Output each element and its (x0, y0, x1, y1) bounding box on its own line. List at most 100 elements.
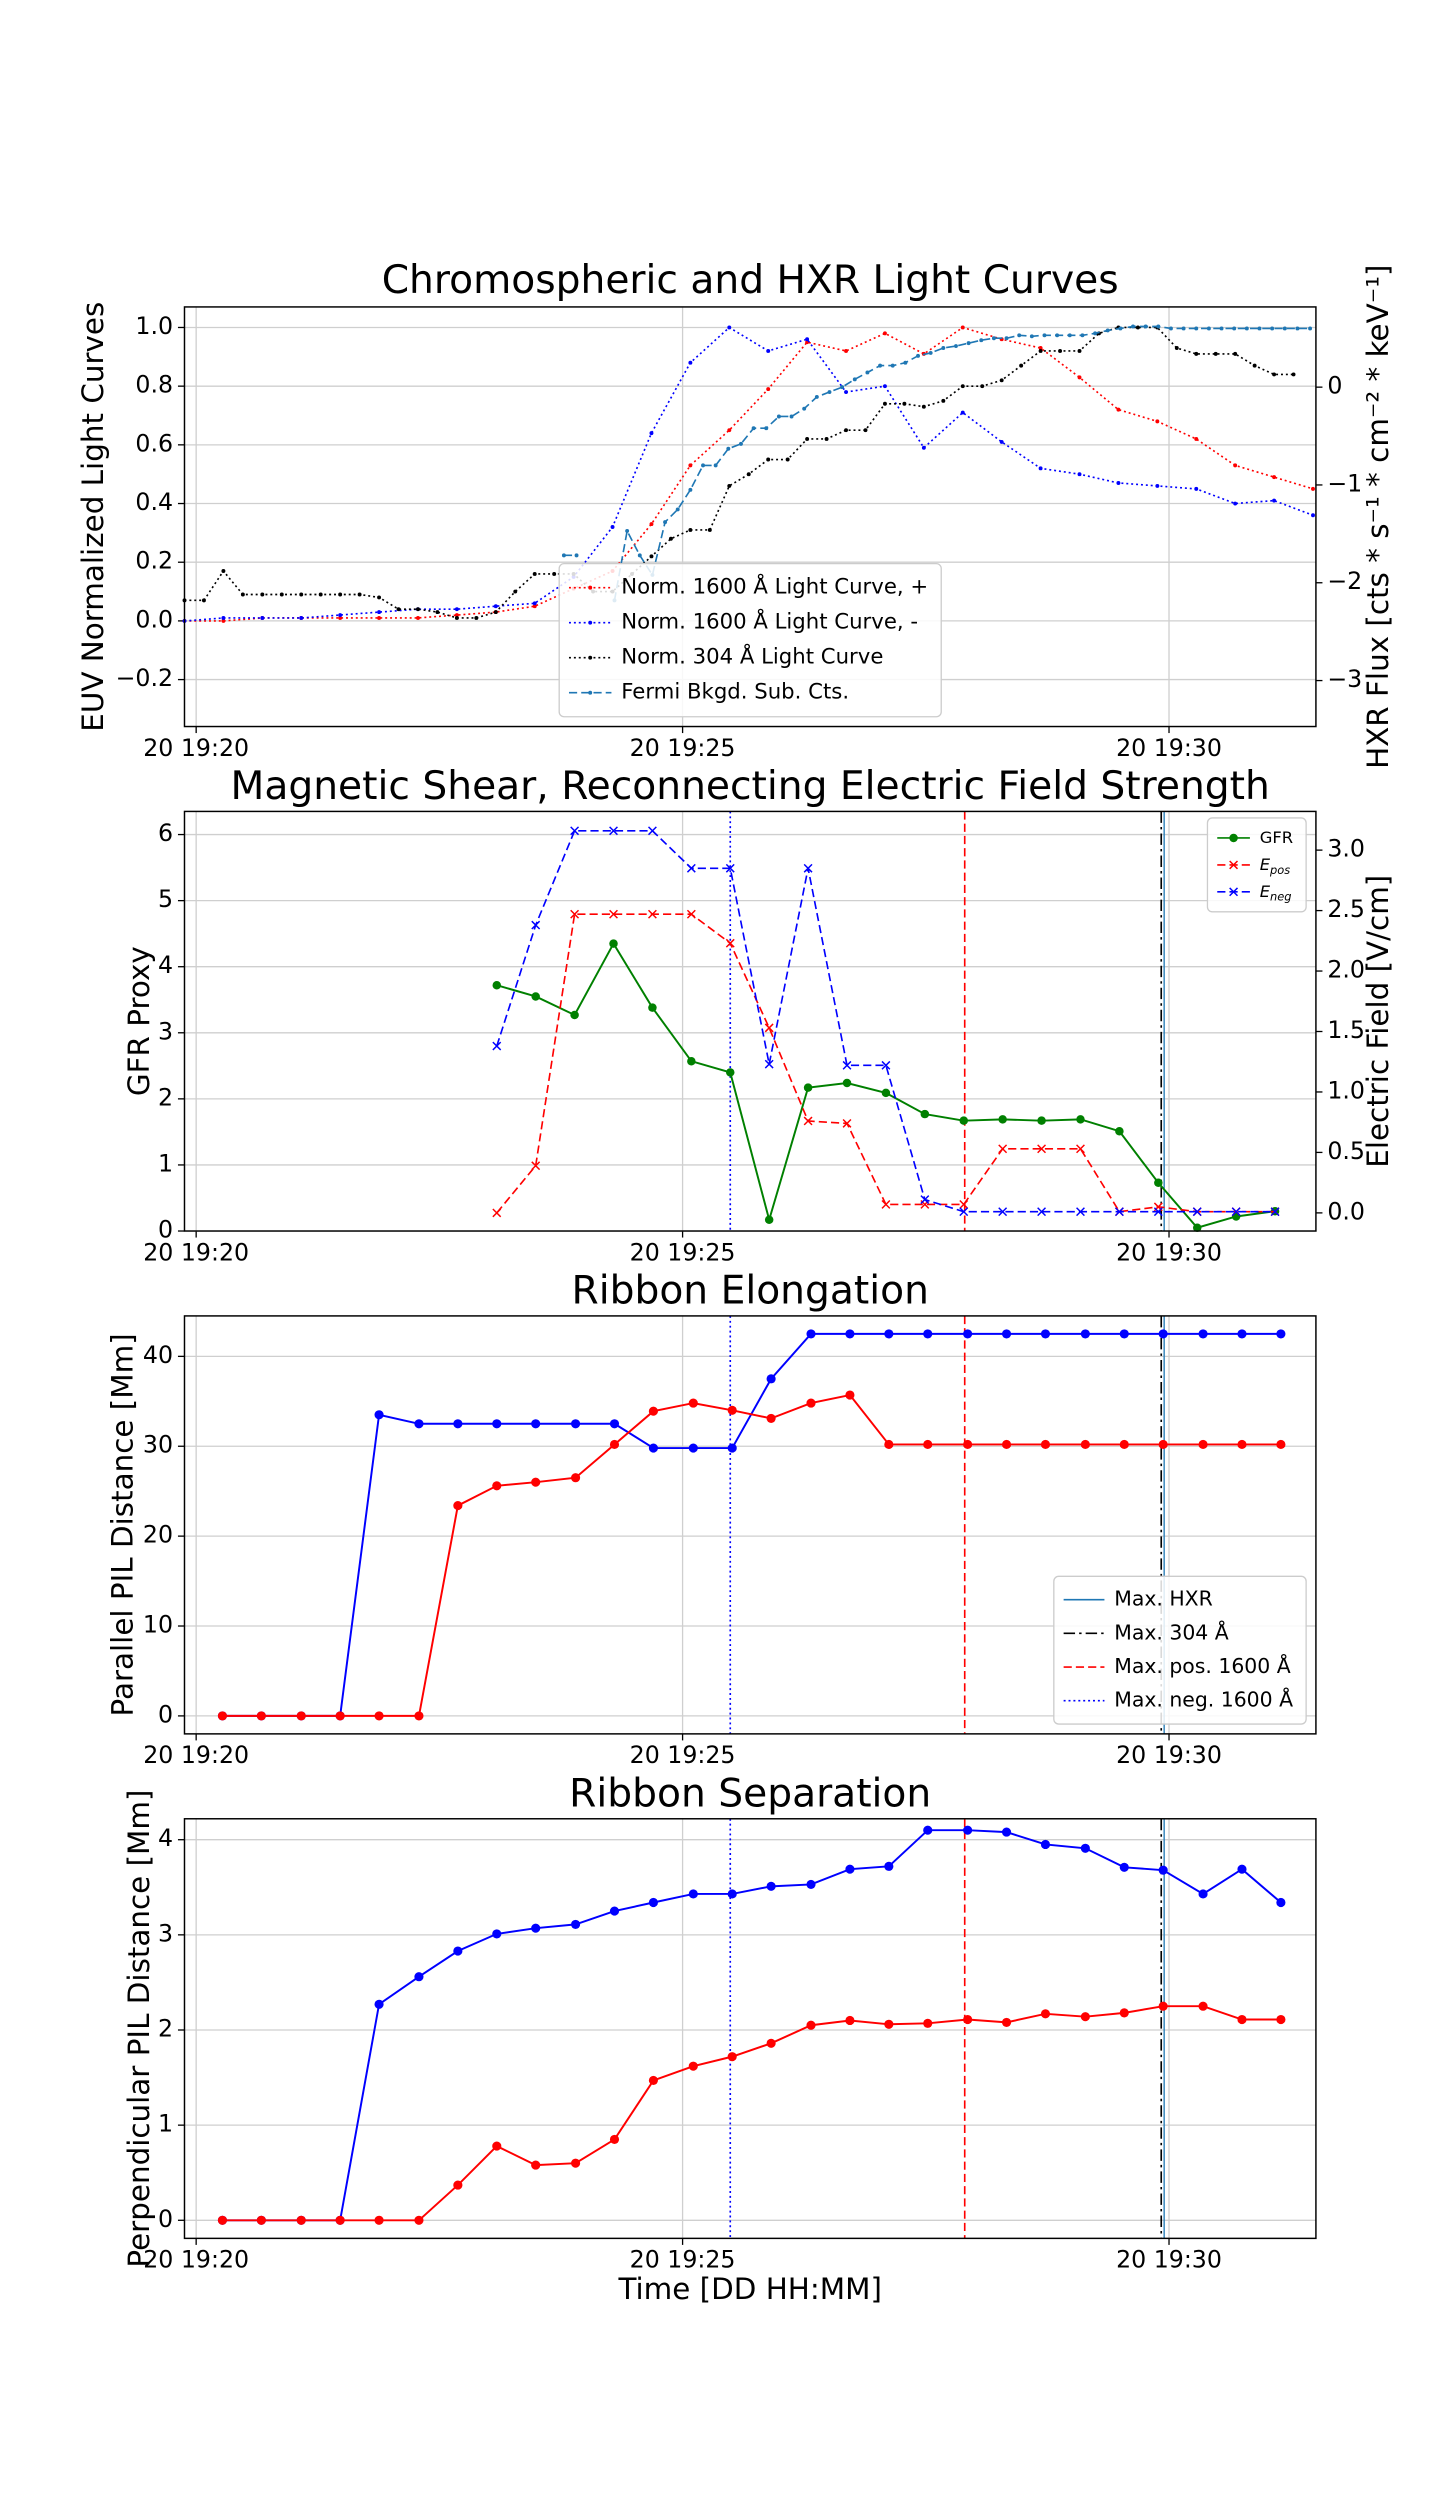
marker (1198, 1439, 1208, 1450)
marker (1192, 1207, 1202, 1217)
marker (980, 384, 985, 389)
marker (531, 992, 540, 1001)
y-tick-label: 1 (158, 1149, 173, 1177)
marker (842, 1118, 852, 1128)
x-tick-label: 20 19:20 (143, 2246, 249, 2274)
legend-label: Norm. 1600 Å Light Curve, - (621, 608, 918, 635)
marker (217, 2215, 228, 2225)
marker (552, 571, 557, 576)
marker (789, 414, 794, 419)
marker (1077, 375, 1082, 380)
y2-tick-label: 2.5 (1327, 895, 1365, 923)
marker (649, 554, 654, 559)
marker (374, 2215, 384, 2225)
marker (1270, 1207, 1280, 1217)
legend: Norm. 1600 Å Light Curve, + Norm. 1600 Å … (558, 562, 942, 718)
marker (686, 909, 696, 919)
legend-name: Norm. 304 Å Light Curve (621, 643, 883, 670)
y2-axis-label: HXR Flux [cts * s⁻¹ * cm⁻² * keV⁻¹] (1361, 265, 1395, 769)
marker (416, 616, 420, 620)
marker (1118, 326, 1123, 331)
marker (1135, 325, 1140, 330)
legend-label: GFR (1260, 827, 1293, 846)
marker (727, 1889, 737, 1899)
x-tick-label: 20 19:20 (143, 1741, 249, 1769)
marker (902, 401, 907, 406)
marker (1276, 1439, 1286, 1450)
marker (1237, 1329, 1247, 1339)
marker (959, 1116, 968, 1125)
marker (377, 595, 382, 600)
legend-label: Epos (1260, 854, 1291, 876)
marker (1233, 463, 1238, 468)
marker (609, 826, 618, 836)
marker (966, 341, 971, 346)
legend-label: Max. 304 Å (1114, 1618, 1229, 1644)
series-line (222, 2005, 1281, 2222)
marker (648, 1406, 658, 1416)
marker (1194, 437, 1199, 441)
marker (1174, 346, 1179, 350)
marker (916, 353, 920, 358)
marker (338, 613, 343, 617)
y-tick-label: 0.2 (135, 547, 173, 575)
marker (571, 2158, 581, 2168)
x-tick-label: 20 19:30 (1116, 2246, 1222, 2274)
marker (454, 613, 459, 617)
marker (803, 1116, 813, 1126)
marker (648, 1897, 658, 1908)
marker (923, 1825, 933, 1835)
legend-box (558, 562, 942, 718)
marker (884, 2019, 894, 2029)
marker (1037, 1144, 1047, 1154)
marker (1119, 1862, 1129, 1872)
marker (1295, 326, 1300, 331)
x-tick-label: 20 19:20 (143, 734, 249, 762)
marker (492, 1419, 502, 1429)
marker (1158, 1329, 1168, 1339)
legend-name: Max. HXR (1114, 1587, 1213, 1611)
marker (1116, 407, 1121, 412)
marker (805, 337, 810, 342)
marker (435, 610, 440, 615)
marker (1231, 1207, 1241, 1217)
marker (1181, 326, 1186, 331)
marker (260, 592, 265, 597)
marker (338, 592, 343, 597)
marker (805, 437, 810, 441)
marker (921, 404, 926, 409)
marker (687, 1056, 696, 1066)
marker (1076, 1207, 1085, 1217)
panel: Chromospheric and HXR Light Curves EUV No… (76, 258, 1395, 769)
legend-name: Max. pos. 1600 Å (1114, 1652, 1290, 1678)
y-tick-label: −0.2 (116, 664, 173, 692)
y-tick-label: 0.8 (135, 371, 173, 399)
marker (531, 2160, 541, 2170)
marker (335, 2215, 345, 2225)
y-tick-label: 5 (158, 885, 173, 913)
marker (570, 826, 580, 836)
marker (571, 1473, 581, 1483)
y-tick-label: 6 (158, 819, 173, 847)
y-tick-label: 1 (158, 2110, 173, 2138)
marker (1291, 372, 1296, 377)
y2-tick-label: −3 (1327, 665, 1362, 693)
marker (1001, 1439, 1012, 1450)
marker (725, 863, 735, 873)
marker (1114, 1207, 1124, 1217)
marker (1080, 1439, 1090, 1450)
marker (882, 384, 887, 389)
marker (1080, 2012, 1090, 2022)
marker (588, 620, 593, 625)
marker (647, 826, 657, 836)
x-tick-label: 20 19:25 (630, 1238, 736, 1266)
marker (746, 472, 751, 477)
marker (1001, 1827, 1012, 1837)
marker (1155, 419, 1160, 424)
marker (1119, 2008, 1129, 2018)
marker (1237, 2014, 1247, 2025)
y2-tick-label: 0 (1327, 372, 1342, 400)
marker (492, 1041, 502, 1051)
legend-subscript: neg (1270, 889, 1292, 903)
